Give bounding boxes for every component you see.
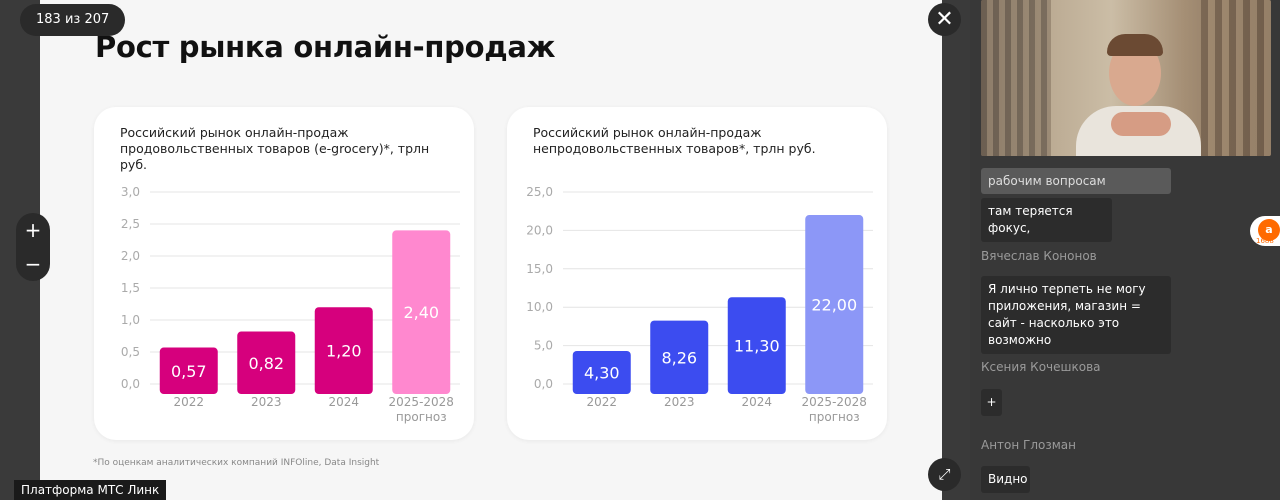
y-tick-label: 2,5 <box>121 217 140 231</box>
speaker-video <box>981 0 1271 156</box>
data-label: 0,82 <box>248 354 284 373</box>
bar-chart-grocery: 0,0 0,5 1,0 1,5 2,0 2,5 3,0 0,57 2022 0,82 2023 1,2… <box>121 185 460 424</box>
chat-sender: Вячеслав Кононов <box>981 249 1097 263</box>
data-label: 22,00 <box>811 296 857 315</box>
x-tick-label: 2022 <box>586 395 617 409</box>
y-tick-label: 0,5 <box>121 345 140 359</box>
extension-badge[interactable]: a 1688 <box>1250 216 1280 246</box>
y-tick-label: 20,0 <box>526 223 553 237</box>
bar <box>159 347 218 394</box>
chart-title-line: продовольственных товаров (e-grocery)*, … <box>120 141 430 172</box>
chat-sender: Антон Глозман <box>981 438 1077 452</box>
bar <box>805 215 864 394</box>
bar-chart-nonfood: 0,0 5,0 10,0 15,0 20,0 25,0 4,30 2022 8,26 2023 11… <box>526 185 873 424</box>
y-tick-label: 2,0 <box>121 249 140 263</box>
chat-message: Я лично терпеть не могу приложения, мага… <box>981 276 1171 354</box>
slide-title: Рост рынка онлайн-продаж <box>95 30 556 64</box>
chart-title: Российский рынок онлайн-продаж непродово… <box>533 125 873 157</box>
data-label: 1,20 <box>326 342 362 361</box>
y-tick-label: 0,0 <box>534 377 553 391</box>
x-tick-label: 2025-2028 <box>389 395 454 409</box>
badge-label: 1688 <box>1256 237 1274 245</box>
chat-message: + <box>981 389 1002 416</box>
bar <box>314 307 373 394</box>
x-tick-label: прогноз <box>396 410 447 424</box>
bar <box>650 320 709 394</box>
zoom-out-button[interactable]: − <box>24 252 42 276</box>
y-tick-label: 1,0 <box>121 313 140 327</box>
bar <box>572 350 631 394</box>
expand-icon: ⤢ <box>938 465 951 483</box>
chart-title-line: Российский рынок онлайн-продаж <box>533 125 762 140</box>
x-tick-label: 2023 <box>251 395 282 409</box>
close-icon: ✕ <box>935 7 954 32</box>
footnote: *По оценкам аналитических компаний INFOl… <box>93 458 380 468</box>
chart-title-line: непродовольственных товаров*, трлн руб. <box>533 141 816 156</box>
chat-sender: Ксения Кочешкова <box>981 360 1101 374</box>
data-label: 2,40 <box>403 303 439 322</box>
chat-message: рабочим вопросам <box>981 168 1171 194</box>
data-label: 11,30 <box>734 337 780 356</box>
x-tick-label: прогноз <box>809 410 860 424</box>
chart-title: Российский рынок онлайн-продаж продоволь… <box>120 125 460 173</box>
chart-title-line: Российский рынок онлайн-продаж <box>120 125 349 140</box>
chat-message: Видно <box>981 466 1030 493</box>
y-tick-label: 15,0 <box>526 262 553 276</box>
expand-button[interactable]: ⤢ <box>928 458 961 491</box>
chart-card-nonfood: Российский рынок онлайн-продаж непродово… <box>507 107 887 440</box>
chat-panel: рабочим вопросам там теряется фокус, Вяч… <box>970 0 1280 500</box>
bar <box>237 331 296 394</box>
y-tick-label: 25,0 <box>526 185 553 199</box>
chat-message: там теряется фокус, <box>981 198 1112 242</box>
alibaba-icon: a <box>1258 219 1280 241</box>
x-tick-label: 2022 <box>173 395 204 409</box>
x-tick-label: 2024 <box>741 395 772 409</box>
zoom-in-button[interactable]: + <box>24 218 42 242</box>
y-tick-label: 1,5 <box>121 281 140 295</box>
y-tick-label: 10,0 <box>526 300 553 314</box>
slide: Рост рынка онлайн-продаж Российский рыно… <box>40 0 942 500</box>
y-tick-label: 5,0 <box>534 339 553 353</box>
bar <box>727 297 786 394</box>
y-tick-label: 0,0 <box>121 377 140 391</box>
x-tick-label: 2025-2028 <box>802 395 867 409</box>
data-label: 0,57 <box>171 362 207 381</box>
y-tick-label: 3,0 <box>121 185 140 199</box>
close-button[interactable]: ✕ <box>928 3 961 36</box>
presentation-viewer: Рост рынка онлайн-продаж Российский рыно… <box>14 0 961 500</box>
bar <box>392 230 451 394</box>
slide-counter: 183 из 207 <box>20 4 126 36</box>
data-label: 4,30 <box>584 363 620 382</box>
zoom-control: + − <box>16 213 50 281</box>
chart-card-grocery: Российский рынок онлайн-продаж продоволь… <box>94 107 474 440</box>
platform-label: Платформа МТС Линк <box>14 480 167 500</box>
x-tick-label: 2024 <box>328 395 359 409</box>
x-tick-label: 2023 <box>664 395 695 409</box>
data-label: 8,26 <box>661 348 697 367</box>
